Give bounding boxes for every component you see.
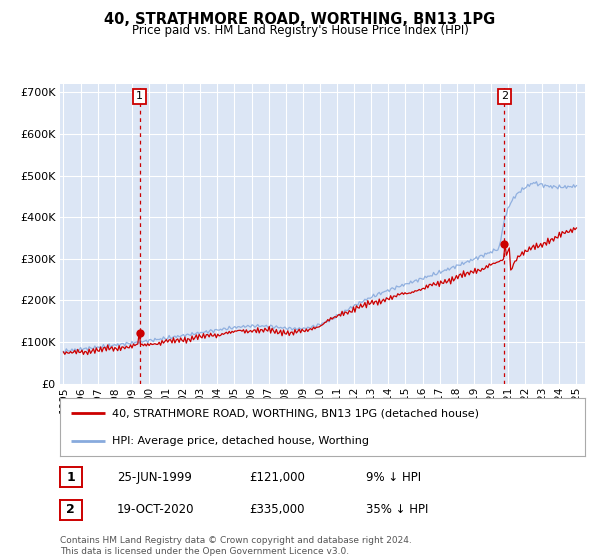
Text: Price paid vs. HM Land Registry's House Price Index (HPI): Price paid vs. HM Land Registry's House …: [131, 24, 469, 37]
Text: 25-JUN-1999: 25-JUN-1999: [117, 470, 192, 484]
Text: 2: 2: [501, 91, 508, 101]
Text: 1: 1: [67, 470, 75, 484]
Text: 2: 2: [67, 503, 75, 516]
Text: 40, STRATHMORE ROAD, WORTHING, BN13 1PG (detached house): 40, STRATHMORE ROAD, WORTHING, BN13 1PG …: [113, 408, 479, 418]
Text: £121,000: £121,000: [249, 470, 305, 484]
Text: 40, STRATHMORE ROAD, WORTHING, BN13 1PG: 40, STRATHMORE ROAD, WORTHING, BN13 1PG: [104, 12, 496, 27]
Text: 35% ↓ HPI: 35% ↓ HPI: [366, 503, 428, 516]
Text: HPI: Average price, detached house, Worthing: HPI: Average price, detached house, Wort…: [113, 436, 370, 446]
Text: 19-OCT-2020: 19-OCT-2020: [117, 503, 194, 516]
Text: 1: 1: [136, 91, 143, 101]
Text: 9% ↓ HPI: 9% ↓ HPI: [366, 470, 421, 484]
Text: £335,000: £335,000: [249, 503, 305, 516]
Text: Contains HM Land Registry data © Crown copyright and database right 2024.
This d: Contains HM Land Registry data © Crown c…: [60, 536, 412, 556]
